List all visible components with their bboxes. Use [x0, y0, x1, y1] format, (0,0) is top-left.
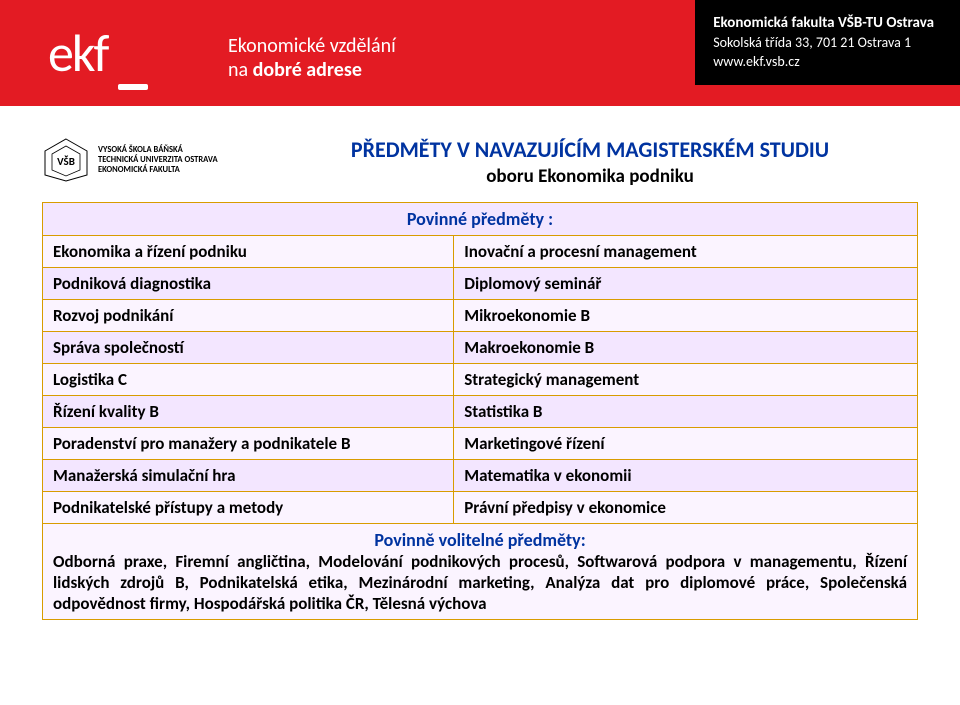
logo-text: ekf: [48, 21, 107, 85]
table-elective-row: Povinně volitelné předměty: Odborná prax…: [43, 524, 918, 620]
table-row: Manažerská simulační hraMatematika v eko…: [43, 460, 918, 492]
subjects-table: Povinné předměty : Ekonomika a řízení po…: [42, 202, 918, 620]
table-row: Logistika CStrategický management: [43, 364, 918, 396]
header-bar: ekf Ekonomické vzdělání na dobré adrese …: [0, 0, 960, 106]
subject-right: Diplomový seminář: [454, 268, 918, 300]
subject-right: Právní předpisy v ekonomice: [454, 492, 918, 524]
subject-left: Manažerská simulační hra: [43, 460, 454, 492]
table-row: Rozvoj podnikáníMikroekonomie B: [43, 300, 918, 332]
subject-left: Poradenství pro manažery a podnikatele B: [43, 428, 454, 460]
tagline-line2-pre: na: [228, 58, 253, 82]
header-mandatory-cell: Povinné předměty :: [43, 203, 918, 236]
subject-right: Makroekonomie B: [454, 332, 918, 364]
subject-left: Podniková diagnostika: [43, 268, 454, 300]
subject-left: Podnikatelské přístupy a metody: [43, 492, 454, 524]
elective-text: Odborná praxe, Firemní angličtina, Model…: [53, 551, 907, 614]
tagline-line2: na dobré adrese: [228, 58, 396, 82]
subject-right: Matematika v ekonomii: [454, 460, 918, 492]
logo-underline: [118, 84, 148, 90]
faculty-address: Sokolská třída 33, 701 21 Ostrava 1: [713, 33, 934, 52]
subject-right: Marketingové řízení: [454, 428, 918, 460]
subject-left: Rozvoj podnikání: [43, 300, 454, 332]
table-row: Správa společnostíMakroekonomie B: [43, 332, 918, 364]
page-title: PŘEDMĚTY V NAVAZUJÍCÍM MAGISTERSKÉM STUD…: [262, 136, 918, 163]
subject-right: Mikroekonomie B: [454, 300, 918, 332]
page-subtitle: oboru Ekonomika podniku: [262, 165, 918, 188]
tagline-line2-bold: dobré adrese: [253, 58, 362, 82]
faculty-url: www.ekf.vsb.cz: [713, 52, 934, 71]
header-elective: Povinně volitelné předměty:: [53, 529, 907, 551]
subject-left: Logistika C: [43, 364, 454, 396]
logo-ekf: ekf: [48, 21, 107, 85]
tagline-line1: Ekonomické vzdělání: [228, 34, 396, 58]
subject-left: Ekonomika a řízení podniku: [43, 236, 454, 268]
table-header-mandatory: Povinné předměty :: [43, 203, 918, 236]
faculty-block: Ekonomická fakulta VŠB-TU Ostrava Sokols…: [695, 0, 960, 85]
table-row: Podnikatelské přístupy a metodyPrávní př…: [43, 492, 918, 524]
table-row: Poradenství pro manažery a podnikatele B…: [43, 428, 918, 460]
table-row: Ekonomika a řízení podnikuInovační a pro…: [43, 236, 918, 268]
subject-left: Řízení kvality B: [43, 396, 454, 428]
subject-left: Správa společností: [43, 332, 454, 364]
tagline: Ekonomické vzdělání na dobré adrese: [228, 34, 396, 82]
content-area: PŘEDMĚTY V NAVAZUJÍCÍM MAGISTERSKÉM STUD…: [42, 136, 918, 620]
subject-right: Statistika B: [454, 396, 918, 428]
subject-right: Strategický management: [454, 364, 918, 396]
table-row: Řízení kvality BStatistika B: [43, 396, 918, 428]
subject-right: Inovační a procesní management: [454, 236, 918, 268]
faculty-title: Ekonomická fakulta VŠB-TU Ostrava: [713, 14, 934, 33]
table-row: Podniková diagnostikaDiplomový seminář: [43, 268, 918, 300]
